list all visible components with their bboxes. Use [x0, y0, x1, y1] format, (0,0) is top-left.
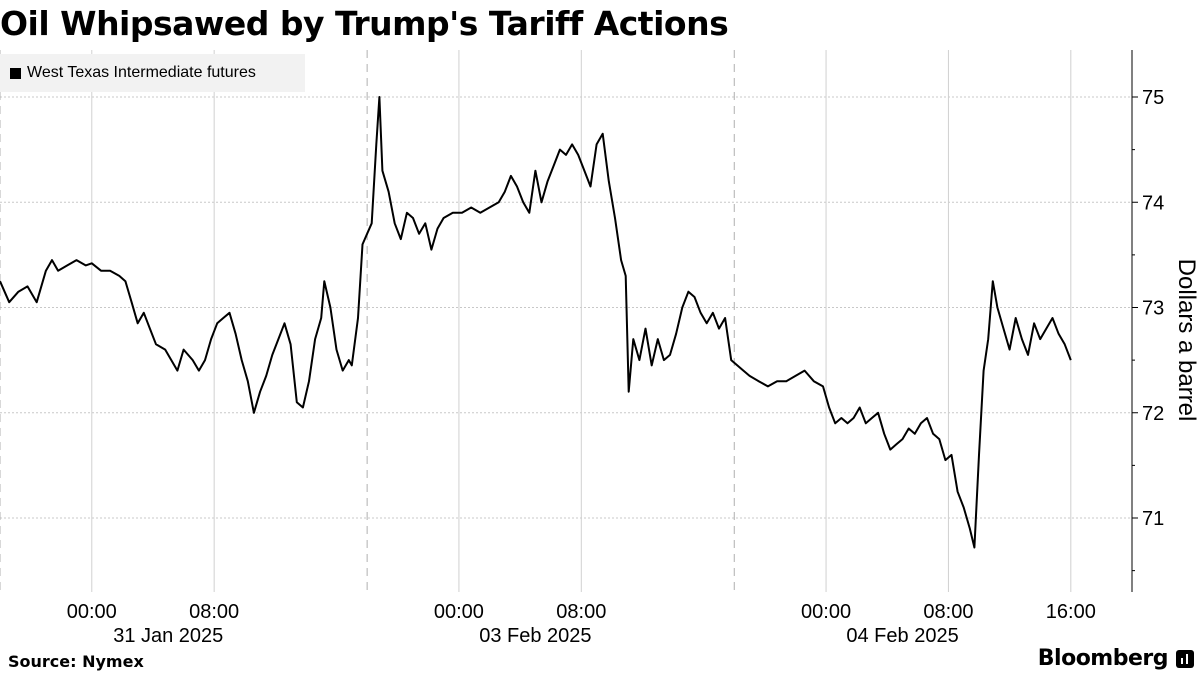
y-tick-label: 74	[1142, 192, 1164, 214]
y-tick-label: 73	[1142, 298, 1164, 320]
bloomberg-chart-icon	[1176, 650, 1194, 668]
x-tick-label: 16:00	[1046, 601, 1096, 623]
chart-title: Oil Whipsawed by Trump's Tariff Actions	[0, 4, 729, 43]
y-tick-label: 72	[1142, 403, 1164, 425]
x-tick-label: 00:00	[67, 601, 117, 623]
x-date-label: 04 Feb 2025	[846, 625, 958, 647]
x-tick-label: 08:00	[923, 601, 973, 623]
y-tick-label: 75	[1142, 87, 1164, 109]
y-axis-label: Dollars a barrel	[1173, 258, 1200, 422]
legend-label: West Texas Intermediate futures	[27, 64, 256, 81]
y-axis: 71 72 73 74 75	[1131, 50, 1164, 592]
y-tick-label: 71	[1142, 508, 1164, 530]
series-line-wti	[0, 96, 1072, 549]
brand-logo: Bloomberg	[1037, 646, 1169, 671]
legend-swatch	[10, 67, 21, 79]
x-date-label: 03 Feb 2025	[479, 625, 591, 647]
legend: West Texas Intermediate futures	[0, 54, 305, 92]
x-tick-label: 00:00	[801, 601, 851, 623]
x-tick-label: 08:00	[189, 601, 239, 623]
x-date-label: 31 Jan 2025	[113, 625, 223, 647]
x-axis: 00:00 08:00 00:00 08:00 00:00 08:00 16:00 31 Ja…	[67, 601, 1096, 647]
source-note: Source: Nymex	[8, 652, 144, 671]
grid-lines	[0, 50, 1132, 592]
x-tick-label: 00:00	[434, 601, 484, 623]
x-tick-label: 08:00	[556, 601, 606, 623]
